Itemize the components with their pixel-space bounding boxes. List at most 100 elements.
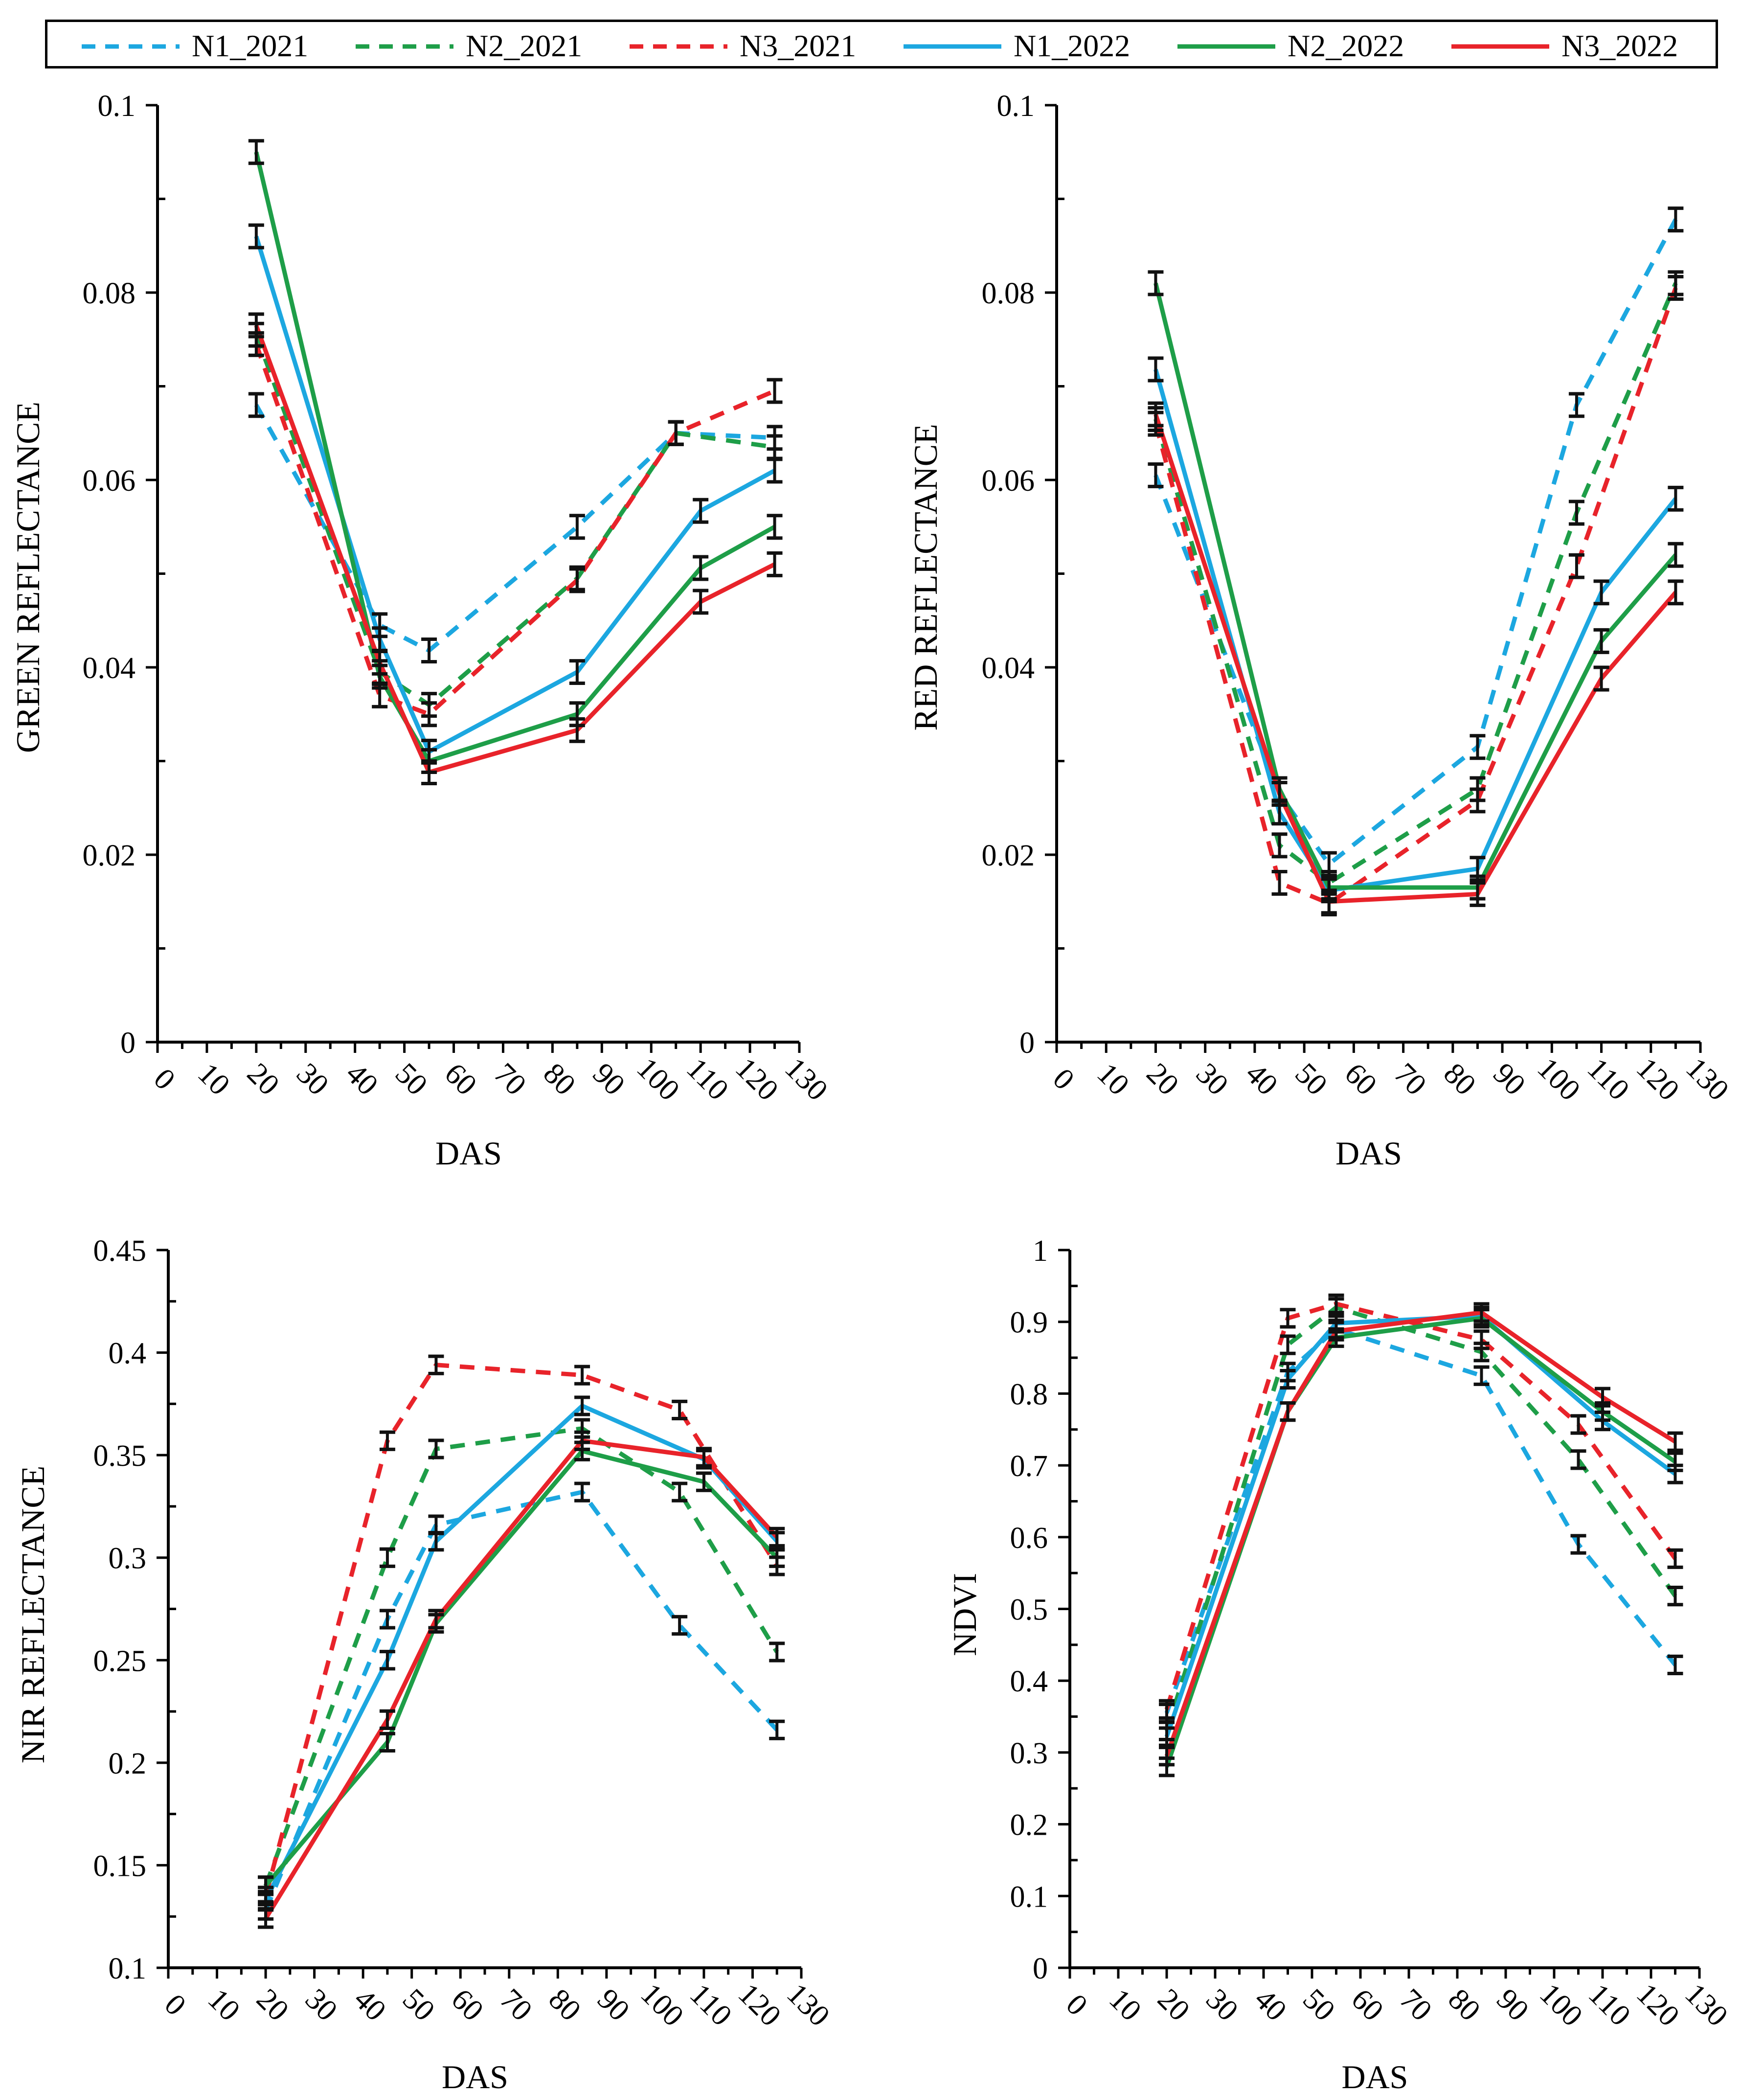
error-bar-N3_2021 [1470, 787, 1486, 814]
error-bar-N2_2022 [1667, 1451, 1683, 1472]
error-bar-N3_2022 [693, 589, 709, 615]
x-tick-label: 60 [1345, 1982, 1390, 2027]
error-bar-N1_2021 [379, 1609, 395, 1630]
y-axis-label: GREEN REFLECTANCE [9, 402, 46, 753]
error-bar-N1_2021 [1668, 206, 1684, 233]
series-line-N2_2021 [1153, 282, 1678, 885]
x-tick-label: 20 [1151, 1982, 1196, 2027]
legend-label-N3_2022: N3_2022 [1561, 28, 1678, 63]
error-bar-N1_2021 [1570, 1534, 1586, 1555]
y-tick-label: 0.4 [1010, 1665, 1048, 1698]
error-bar-N1_2022 [1159, 1726, 1175, 1747]
series-line-N3_2022 [254, 324, 776, 774]
error-bar-N2_2022 [693, 555, 709, 581]
legend-label-N3_2021: N3_2021 [740, 28, 856, 63]
x-tick-label: 100 [1533, 1977, 1589, 2033]
error-bar-N1_2022 [1668, 485, 1684, 512]
error-bar-N3_2022 [428, 1609, 444, 1630]
error-bar-N3_2021 [1271, 869, 1288, 896]
error-bar-N2_2021 [1280, 1334, 1296, 1355]
y-tick-label: 0.3 [1010, 1737, 1048, 1770]
error-bar-N1_2022 [1148, 356, 1164, 383]
y-tick-label: 0.06 [83, 464, 136, 498]
error-bar-N2_2022 [1148, 270, 1164, 296]
y-tick-label: 0.08 [982, 277, 1035, 310]
error-bar-N2_2021 [1271, 832, 1288, 859]
error-bar-N3_2021 [569, 567, 585, 593]
y-tick-label: 0.1 [997, 90, 1035, 123]
series-line-N1_2021 [263, 1490, 779, 1912]
error-bar-N3_2021 [421, 701, 437, 728]
error-bar-N1_2022 [379, 1650, 395, 1671]
x-tick-label: 0 [1060, 1988, 1094, 2022]
error-bar-N2_2021 [1568, 500, 1584, 526]
error-bar-N3_2022 [1148, 401, 1164, 428]
error-bar-N3_2022 [574, 1430, 590, 1451]
error-bar-N2_2022 [379, 1731, 395, 1753]
error-bar-N1_2021 [569, 514, 585, 540]
x-tick-label: 80 [1442, 1982, 1487, 2027]
error-bar-N2_2022 [1593, 628, 1609, 654]
y-tick-label: 0.5 [1010, 1594, 1048, 1627]
y-tick-label: 0.25 [93, 1644, 147, 1678]
error-bar-N3_2021 [1328, 1293, 1344, 1315]
error-bar-N1_2021 [421, 638, 437, 664]
x-tick-label: 40 [1248, 1982, 1293, 2027]
series-line-N1_2022 [1153, 368, 1677, 893]
y-tick-label: 0 [1019, 1026, 1035, 1060]
error-bar-N2_2022 [767, 514, 783, 540]
error-bar-N3_2021 [767, 378, 783, 404]
series-line-N3_2022 [1153, 413, 1677, 904]
error-bar-N3_2022 [248, 312, 264, 339]
error-bar-N3_2022 [1595, 1387, 1610, 1408]
series-line-N2_2021 [1164, 1305, 1677, 1732]
error-bar-N2_2021 [1570, 1449, 1586, 1470]
legend: N1_2021 N2_2021 N3_2021 N1_2022 N2_2022 N3_20… [45, 20, 1718, 68]
error-bar-N3_2021 [428, 1354, 444, 1375]
legend-label-N2_2022: N2_2022 [1288, 28, 1404, 63]
y-axis-label: NDVI [946, 1573, 983, 1656]
series-line-N2_2021 [254, 334, 775, 707]
error-bar-N1_2022 [569, 659, 585, 685]
x-axis-label: DAS [1341, 2058, 1408, 2095]
error-bar-N3_2022 [569, 717, 585, 743]
y-tick-label: 0.6 [1010, 1522, 1048, 1555]
error-bar-N3_2021 [574, 1365, 590, 1386]
error-bar-N3_2021 [1568, 553, 1584, 579]
error-bar-N3_2022 [1593, 665, 1609, 692]
x-tick-label: 130 [1678, 1977, 1734, 2033]
error-bar-N3_2022 [1328, 1321, 1344, 1342]
series-line-N3_2021 [263, 1363, 779, 1897]
y-tick-label: 0.06 [982, 464, 1035, 498]
series-line-N1_2022 [254, 235, 776, 754]
y-tick-label: 0.02 [83, 839, 136, 872]
y-tick-label: 0.4 [109, 1337, 147, 1370]
series-line-N3_2021 [254, 343, 776, 717]
error-bar-N1_2022 [248, 223, 264, 250]
error-bar-N3_2022 [1668, 579, 1684, 606]
y-tick-label: 0.7 [1010, 1450, 1048, 1483]
x-axis-label: DAS [442, 2058, 508, 2095]
x-tick-label: 10 [1103, 1982, 1148, 2027]
error-bar-N3_2022 [1280, 1401, 1296, 1422]
series-line-N2_2022 [254, 151, 776, 763]
error-bar-N1_2021 [248, 392, 264, 418]
error-bar-N1_2021 [769, 1719, 785, 1740]
error-bar-N1_2021 [672, 1615, 688, 1636]
series-line-N2_2022 [1153, 282, 1677, 890]
error-bar-N2_2021 [672, 1481, 688, 1503]
y-tick-label: 0.04 [982, 652, 1035, 685]
error-bar-N3_2021 [1473, 1329, 1490, 1350]
series-line-N3_2022 [264, 1438, 779, 1920]
y-tick-label: 0.45 [93, 1234, 147, 1268]
error-bar-N2_2021 [428, 1438, 444, 1459]
error-bar-N3_2022 [767, 551, 783, 577]
y-tick-label: 0.8 [1010, 1378, 1048, 1411]
y-axis-label: RED REFLECTANCE [907, 424, 944, 730]
error-bar-N3_2022 [258, 1908, 274, 1929]
series-line-N1_2021 [1164, 1326, 1677, 1714]
error-bar-N1_2021 [1667, 1654, 1683, 1676]
